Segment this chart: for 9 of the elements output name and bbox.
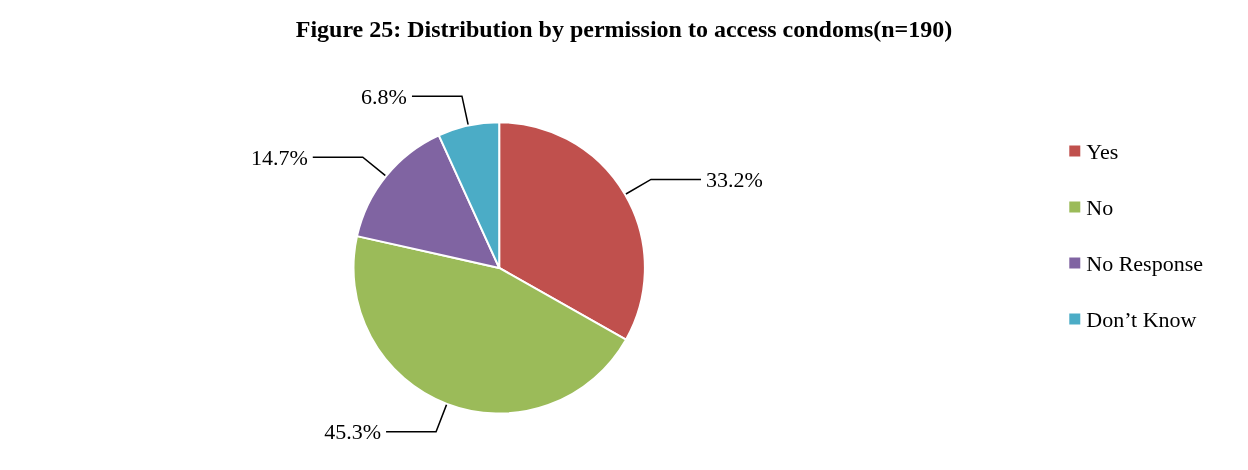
- data-label: 14.7%: [250, 144, 308, 170]
- data-label: 45.3%: [324, 419, 382, 445]
- legend-label: No Response: [1086, 250, 1203, 276]
- data-label: 6.8%: [361, 83, 407, 109]
- legend-label: Don’t Know: [1086, 306, 1197, 332]
- chart-title: Figure 25: Distribution by permission to access condoms(n=190): [295, 16, 953, 42]
- legend-label: No: [1086, 194, 1114, 220]
- legend-label: Yes: [1086, 138, 1119, 164]
- data-label: 33.2%: [705, 166, 763, 192]
